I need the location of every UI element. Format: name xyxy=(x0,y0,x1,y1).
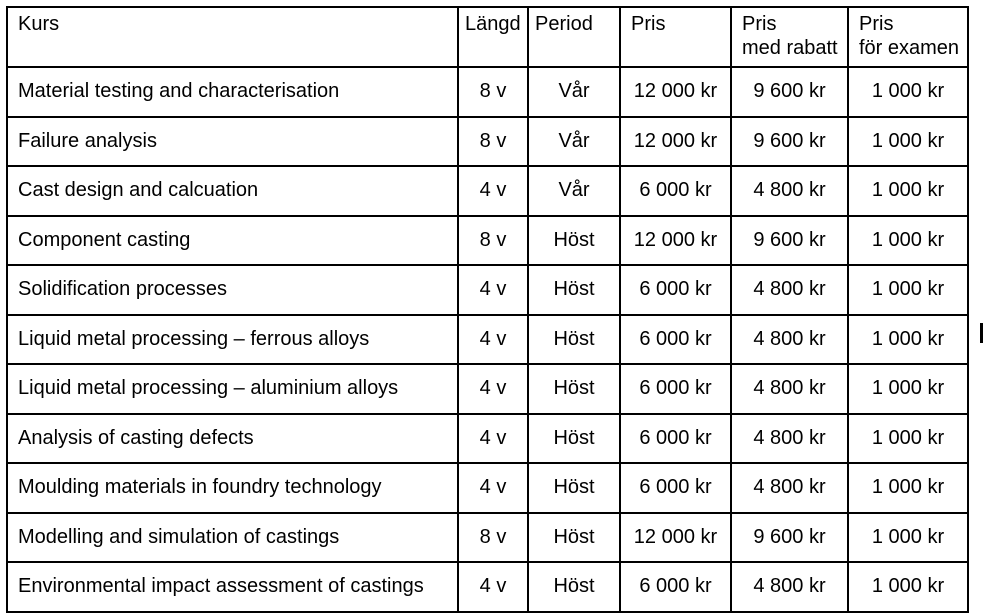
cell-course: Environmental impact assessment of casti… xyxy=(6,561,459,613)
header-kurs: Kurs xyxy=(6,6,459,68)
cell-length: 4 v xyxy=(457,165,529,217)
text-cursor-artifact xyxy=(980,323,983,343)
table-row: Material testing and characterisation 8 v… xyxy=(6,66,969,118)
cell-period: Höst xyxy=(527,264,621,316)
cell-price_exam: 1 000 kr xyxy=(847,363,969,415)
cell-price_discount: 4 800 kr xyxy=(730,363,849,415)
table-row: Liquid metal processing – ferrous alloys… xyxy=(6,313,969,365)
cell-price_discount: 4 800 kr xyxy=(730,313,849,365)
cell-length: 4 v xyxy=(457,561,529,613)
cell-course: Solidification processes xyxy=(6,264,459,316)
cell-course: Analysis of casting defects xyxy=(6,412,459,464)
table-row: Component casting 8 v Höst 12 000 kr 9 600 k… xyxy=(6,214,969,266)
cell-price_exam: 1 000 kr xyxy=(847,264,969,316)
table-row: Failure analysis 8 v Vår 12 000 kr 9 600 kr 1… xyxy=(6,115,969,167)
cell-price_exam: 1 000 kr xyxy=(847,412,969,464)
cell-price_discount: 9 600 kr xyxy=(730,115,849,167)
cell-price_discount: 4 800 kr xyxy=(730,412,849,464)
cell-price_discount: 9 600 kr xyxy=(730,214,849,266)
cell-price_exam: 1 000 kr xyxy=(847,511,969,563)
cell-period: Höst xyxy=(527,214,621,266)
table-row: Analysis of casting defects 4 v Höst 6 000 … xyxy=(6,412,969,464)
cell-course: Failure analysis xyxy=(6,115,459,167)
cell-price_discount: 4 800 kr xyxy=(730,264,849,316)
cell-period: Höst xyxy=(527,561,621,613)
cell-course: Modelling and simulation of castings xyxy=(6,511,459,563)
cell-length: 8 v xyxy=(457,511,529,563)
table-body: Material testing and characterisation 8 v… xyxy=(6,66,969,613)
cell-price_discount: 4 800 kr xyxy=(730,561,849,613)
cell-course: Moulding materials in foundry technology xyxy=(6,462,459,514)
cell-price: 12 000 kr xyxy=(619,115,732,167)
cell-length: 4 v xyxy=(457,264,529,316)
cell-length: 4 v xyxy=(457,313,529,365)
cell-price: 6 000 kr xyxy=(619,165,732,217)
cell-course: Liquid metal processing – aluminium allo… xyxy=(6,363,459,415)
cell-price_discount: 9 600 kr xyxy=(730,511,849,563)
cell-price_exam: 1 000 kr xyxy=(847,115,969,167)
cell-price_exam: 1 000 kr xyxy=(847,313,969,365)
cell-period: Höst xyxy=(527,363,621,415)
cell-period: Vår xyxy=(527,66,621,118)
cell-price_discount: 9 600 kr xyxy=(730,66,849,118)
cell-price: 6 000 kr xyxy=(619,264,732,316)
cell-price: 6 000 kr xyxy=(619,412,732,464)
header-pris: Pris xyxy=(619,6,732,68)
table-header: Kurs Längd Period Pris Pris med rabatt P… xyxy=(6,6,969,68)
cell-period: Höst xyxy=(527,412,621,464)
cell-price_discount: 4 800 kr xyxy=(730,165,849,217)
table-row: Liquid metal processing – aluminium allo… xyxy=(6,363,969,415)
cell-price: 6 000 kr xyxy=(619,313,732,365)
cell-price_discount: 4 800 kr xyxy=(730,462,849,514)
cell-price: 6 000 kr xyxy=(619,561,732,613)
cell-course: Cast design and calcuation xyxy=(6,165,459,217)
table-row: Environmental impact assessment of casti… xyxy=(6,561,969,613)
cell-period: Höst xyxy=(527,462,621,514)
header-pris-examen: Pris för examen xyxy=(847,6,969,68)
cell-price: 12 000 kr xyxy=(619,214,732,266)
cell-period: Höst xyxy=(527,313,621,365)
header-row: Kurs Längd Period Pris Pris med rabatt P… xyxy=(6,6,969,68)
cell-price: 6 000 kr xyxy=(619,363,732,415)
header-pris-rabatt: Pris med rabatt xyxy=(730,6,849,68)
header-period: Period xyxy=(527,6,621,68)
cell-length: 8 v xyxy=(457,115,529,167)
cell-price_exam: 1 000 kr xyxy=(847,214,969,266)
cell-price: 6 000 kr xyxy=(619,462,732,514)
cell-length: 4 v xyxy=(457,363,529,415)
course-price-table: Kurs Längd Period Pris Pris med rabatt P… xyxy=(6,6,969,613)
table-row: Cast design and calcuation 4 v Vår 6 000 kr… xyxy=(6,165,969,217)
cell-price_exam: 1 000 kr xyxy=(847,462,969,514)
table-row: Moulding materials in foundry technology… xyxy=(6,462,969,514)
cell-period: Vår xyxy=(527,115,621,167)
cell-period: Vår xyxy=(527,165,621,217)
table-row: Solidification processes 4 v Höst 6 000 kr 4… xyxy=(6,264,969,316)
cell-price_exam: 1 000 kr xyxy=(847,561,969,613)
cell-period: Höst xyxy=(527,511,621,563)
cell-price: 12 000 kr xyxy=(619,66,732,118)
cell-price_exam: 1 000 kr xyxy=(847,165,969,217)
cell-price_exam: 1 000 kr xyxy=(847,66,969,118)
cell-length: 8 v xyxy=(457,214,529,266)
cell-length: 4 v xyxy=(457,462,529,514)
cell-course: Liquid metal processing – ferrous alloys xyxy=(6,313,459,365)
cell-course: Material testing and characterisation xyxy=(6,66,459,118)
cell-price: 12 000 kr xyxy=(619,511,732,563)
cell-length: 4 v xyxy=(457,412,529,464)
cell-length: 8 v xyxy=(457,66,529,118)
cell-course: Component casting xyxy=(6,214,459,266)
header-langd: Längd xyxy=(457,6,529,68)
